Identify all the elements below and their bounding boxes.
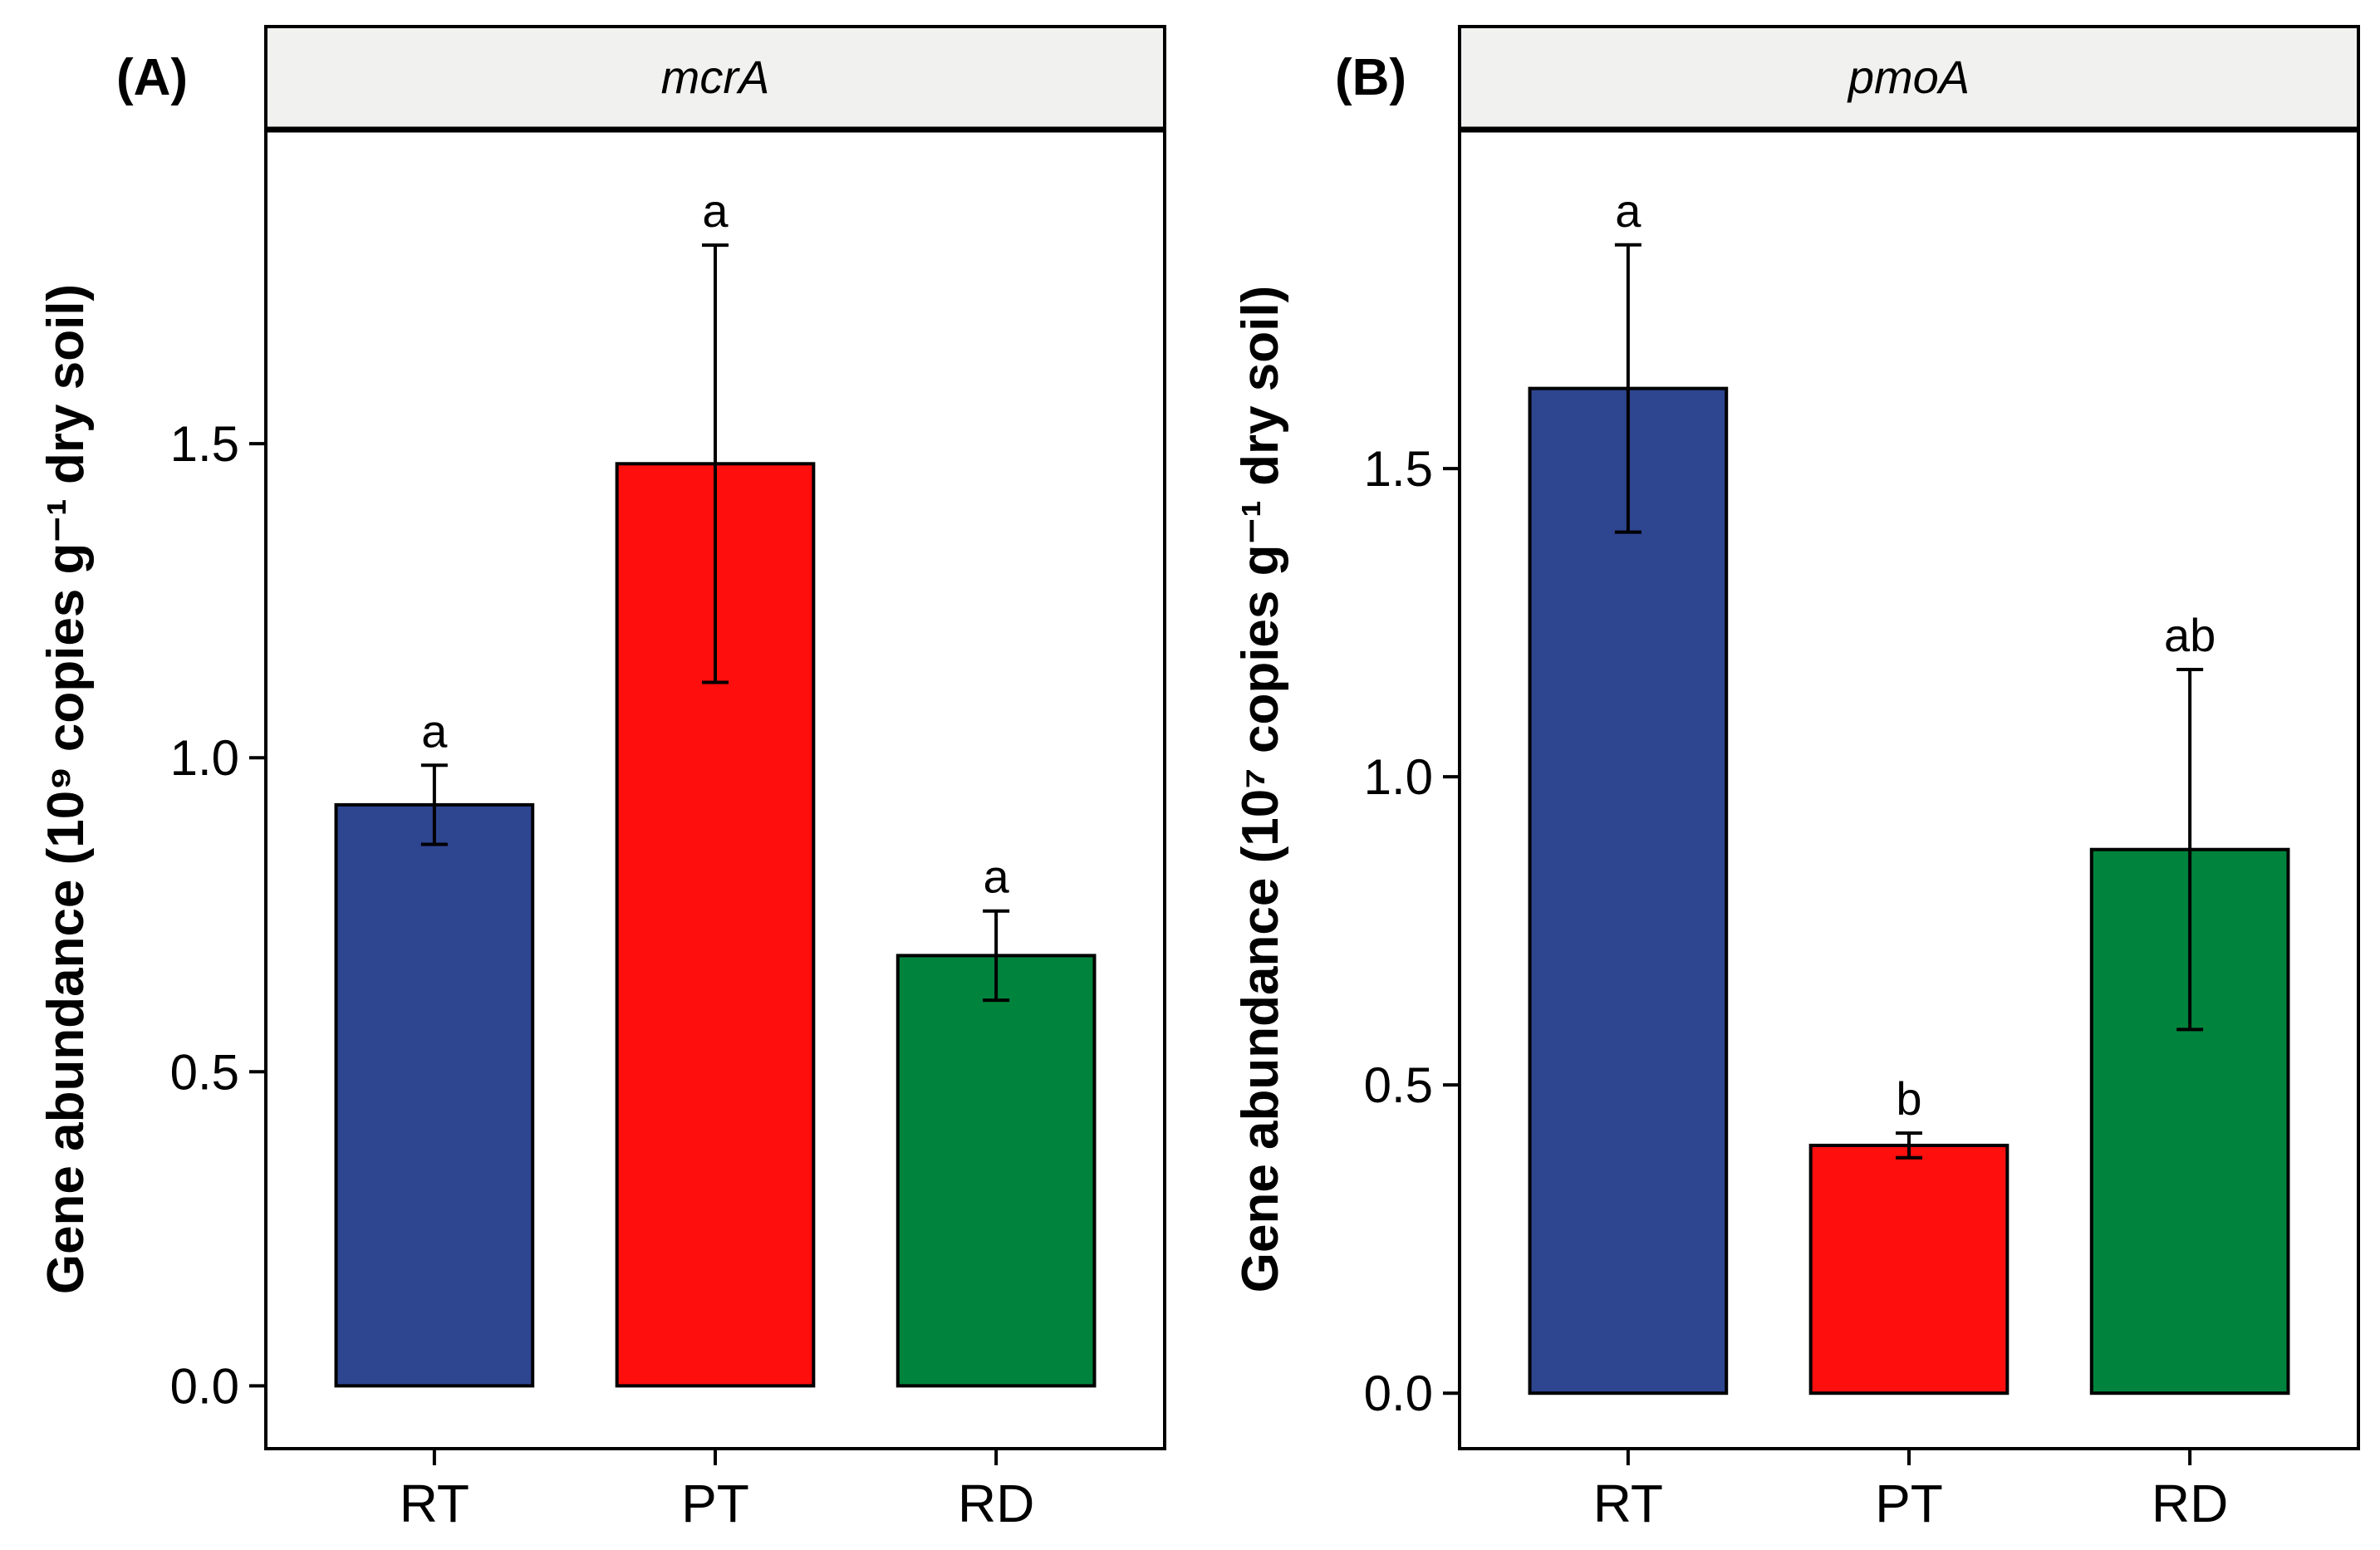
panel-a-y-axis-label: Gene abundance (10⁹ copies g⁻¹ dry soil)	[37, 284, 95, 1294]
panel-b-y-tick-label: 1.0	[1364, 749, 1433, 805]
panel-b-letter: (B)	[1335, 49, 1406, 106]
panel-b-significance-label: ab	[2164, 609, 2216, 661]
panel-a-bar-rd	[896, 954, 1097, 1388]
panel-b-bar-rt	[1528, 386, 1729, 1395]
panel-b-x-ticks: RT PT RD	[1593, 1449, 2228, 1533]
panel-b-strip-title: pmoA	[1847, 51, 1970, 103]
panel-b-y-tick-label: 1.5	[1364, 441, 1433, 497]
panel-a-y-tick-label: 1.5	[170, 416, 239, 472]
panel-a-significance-label: a	[421, 704, 448, 757]
panel-b-significance-label: a	[1615, 184, 1641, 237]
panel-b-strip	[1458, 25, 2360, 131]
panel-a-x-ticks: RT PT RD	[400, 1449, 1034, 1533]
panel-a-letter: (A)	[116, 49, 188, 106]
panel-b-x-tick-label-pt: PT	[1875, 1474, 1943, 1533]
panel-b-x-tick-label-rt: RT	[1593, 1474, 1663, 1533]
panel-a: (A) mcrA Gene abundance (10⁹ copies g⁻¹ …	[37, 25, 1166, 1533]
panel-a-y-tick-label: 0.0	[170, 1358, 239, 1414]
panel-a-bars: a a a	[334, 184, 1097, 1388]
panel-b-y-ticks: 0.0 0.5 1.0 1.5	[1364, 441, 1460, 1421]
panel-a-x-tick-label-rt: RT	[400, 1474, 469, 1533]
panel-b-y-tick-label: 0.0	[1364, 1366, 1433, 1421]
panel-a-bar-rt	[334, 802, 535, 1388]
panel-a-y-ticks: 0.0 0.5 1.0 1.5	[170, 416, 266, 1414]
panel-b-significance-label: b	[1896, 1072, 1921, 1125]
panel-a-strip	[264, 25, 1166, 131]
panel-a-strip-title: mcrA	[661, 51, 770, 103]
panel-a-significance-label: a	[984, 851, 1010, 903]
panel-b-x-tick-label-rd: RD	[2152, 1474, 2228, 1533]
panel-a-y-tick-label: 1.0	[170, 730, 239, 786]
panel-b-bar-pt	[1808, 1143, 2010, 1395]
panel-a-y-tick-label: 0.5	[170, 1044, 239, 1100]
panel-b: (B) pmoA Gene abundance (10⁷ copies g⁻¹ …	[1232, 25, 2360, 1533]
panel-a-x-tick-label-rd: RD	[958, 1474, 1034, 1533]
panel-a-significance-label: a	[702, 184, 729, 237]
panel-b-y-axis-label: Gene abundance (10⁷ copies g⁻¹ dry soil)	[1232, 286, 1289, 1292]
panel-b-y-tick-label: 0.5	[1364, 1057, 1433, 1113]
panel-a-x-tick-label-pt: PT	[681, 1474, 749, 1533]
